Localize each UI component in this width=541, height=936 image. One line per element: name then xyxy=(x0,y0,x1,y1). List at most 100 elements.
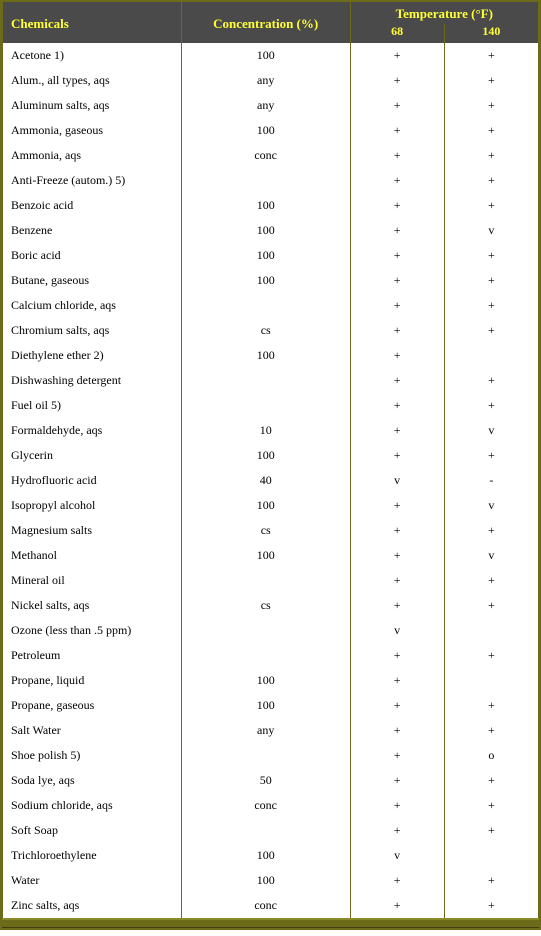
cell-temp-68: + xyxy=(350,418,444,443)
cell-chemical: Zinc salts, aqs xyxy=(3,893,182,918)
table-row: Calcium chloride, aqs++ xyxy=(3,293,539,318)
cell-temp-68: + xyxy=(350,743,444,768)
cell-temp-68: + xyxy=(350,493,444,518)
cell-temp-68: + xyxy=(350,568,444,593)
table-row: Water100++ xyxy=(3,868,539,893)
cell-chemical: Alum., all types, aqs xyxy=(3,68,182,93)
cell-temp-68: + xyxy=(350,343,444,368)
cell-chemical: Butane, gaseous xyxy=(3,268,182,293)
cell-temp-68: + xyxy=(350,268,444,293)
cell-temp-140: + xyxy=(444,193,538,218)
table-row: Anti-Freeze (autom.) 5)++ xyxy=(3,168,539,193)
cell-concentration: cs xyxy=(181,593,350,618)
cell-concentration: any xyxy=(181,718,350,743)
table-row: Shoe polish 5)+o xyxy=(3,743,539,768)
cell-chemical: Petroleum xyxy=(3,643,182,668)
cell-concentration: 100 xyxy=(181,268,350,293)
table-row: Chromium salts, aqscs++ xyxy=(3,318,539,343)
cell-chemical: Trichloroethylene xyxy=(3,843,182,868)
cell-concentration: 100 xyxy=(181,493,350,518)
cell-chemical: Water xyxy=(3,868,182,893)
cell-concentration xyxy=(181,393,350,418)
header-temperature: Temperature (°F) xyxy=(350,2,538,24)
cell-temp-68: + xyxy=(350,793,444,818)
cell-chemical: Glycerin xyxy=(3,443,182,468)
table-row: Boric acid100++ xyxy=(3,243,539,268)
cell-concentration: cs xyxy=(181,318,350,343)
header-temp-68: 68 xyxy=(350,24,444,43)
cell-chemical: Formaldehyde, aqs xyxy=(3,418,182,443)
table-row: Benzene100+v xyxy=(3,218,539,243)
cell-concentration xyxy=(181,168,350,193)
cell-temp-140: + xyxy=(444,718,538,743)
table-footer-bar xyxy=(2,918,539,928)
cell-temp-68: + xyxy=(350,368,444,393)
cell-concentration: 100 xyxy=(181,343,350,368)
header-concentration: Concentration (%) xyxy=(181,2,350,43)
cell-concentration: conc xyxy=(181,143,350,168)
cell-concentration xyxy=(181,368,350,393)
cell-chemical: Hydrofluoric acid xyxy=(3,468,182,493)
table-row: Alum., all types, aqsany++ xyxy=(3,68,539,93)
cell-temp-68: + xyxy=(350,593,444,618)
cell-temp-68: + xyxy=(350,768,444,793)
cell-chemical: Soda lye, aqs xyxy=(3,768,182,793)
cell-temp-140: v xyxy=(444,218,538,243)
table-row: Propane, liquid100+ xyxy=(3,668,539,693)
cell-chemical: Benzoic acid xyxy=(3,193,182,218)
cell-chemical: Aluminum salts, aqs xyxy=(3,93,182,118)
cell-temp-140: + xyxy=(444,643,538,668)
table-row: Trichloroethylene100v xyxy=(3,843,539,868)
table-row: Formaldehyde, aqs10+v xyxy=(3,418,539,443)
cell-temp-140: - xyxy=(444,468,538,493)
cell-temp-140: v xyxy=(444,418,538,443)
table-row: Benzoic acid100++ xyxy=(3,193,539,218)
cell-temp-68: + xyxy=(350,643,444,668)
cell-temp-140: + xyxy=(444,268,538,293)
cell-temp-68: v xyxy=(350,468,444,493)
cell-chemical: Diethylene ether 2) xyxy=(3,343,182,368)
table-row: Soft Soap++ xyxy=(3,818,539,843)
cell-temp-140: + xyxy=(444,243,538,268)
cell-temp-68: + xyxy=(350,118,444,143)
table-row: Butane, gaseous100++ xyxy=(3,268,539,293)
cell-temp-140: + xyxy=(444,43,538,68)
cell-chemical: Dishwashing detergent xyxy=(3,368,182,393)
cell-temp-68: + xyxy=(350,68,444,93)
cell-temp-140 xyxy=(444,668,538,693)
cell-temp-140: + xyxy=(444,868,538,893)
cell-concentration xyxy=(181,743,350,768)
table-row: Mineral oil++ xyxy=(3,568,539,593)
table-row: Aluminum salts, aqsany++ xyxy=(3,93,539,118)
cell-temp-140 xyxy=(444,618,538,643)
cell-concentration: 100 xyxy=(181,693,350,718)
cell-concentration xyxy=(181,293,350,318)
cell-concentration xyxy=(181,618,350,643)
cell-temp-68: + xyxy=(350,293,444,318)
cell-concentration: 10 xyxy=(181,418,350,443)
cell-temp-68: + xyxy=(350,218,444,243)
table-row: Ozone (less than .5 ppm)v xyxy=(3,618,539,643)
table-row: Dishwashing detergent++ xyxy=(3,368,539,393)
cell-concentration: 40 xyxy=(181,468,350,493)
cell-concentration xyxy=(181,818,350,843)
table-row: Diethylene ether 2)100+ xyxy=(3,343,539,368)
cell-chemical: Mineral oil xyxy=(3,568,182,593)
table-row: Petroleum ++ xyxy=(3,643,539,668)
cell-temp-68: + xyxy=(350,318,444,343)
cell-chemical: Soft Soap xyxy=(3,818,182,843)
cell-temp-68: + xyxy=(350,43,444,68)
cell-concentration: 100 xyxy=(181,668,350,693)
cell-concentration: cs xyxy=(181,518,350,543)
cell-chemical: Sodium chloride, aqs xyxy=(3,793,182,818)
cell-temp-68: + xyxy=(350,818,444,843)
cell-temp-140: + xyxy=(444,393,538,418)
table-row: Magnesium saltscs++ xyxy=(3,518,539,543)
cell-chemical: Salt Water xyxy=(3,718,182,743)
table-row: Sodium chloride, aqsconc++ xyxy=(3,793,539,818)
cell-temp-68: + xyxy=(350,893,444,918)
cell-temp-68: + xyxy=(350,693,444,718)
cell-temp-68: + xyxy=(350,393,444,418)
cell-concentration: 100 xyxy=(181,43,350,68)
cell-temp-140: + xyxy=(444,793,538,818)
